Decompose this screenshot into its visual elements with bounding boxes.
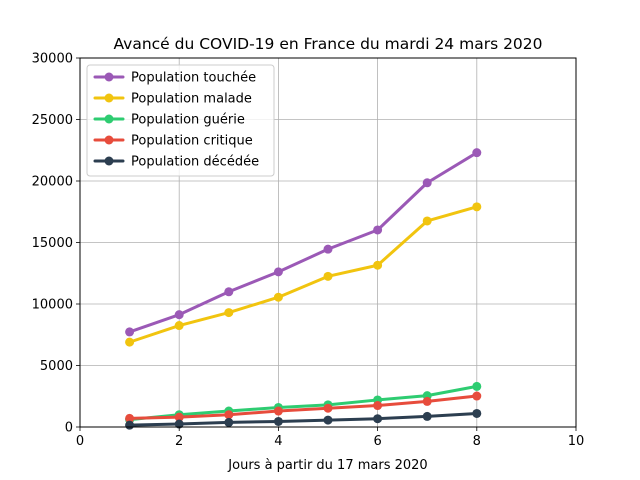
y-tick-label: 25000 <box>32 113 73 128</box>
series-layer <box>125 148 482 430</box>
data-point <box>224 287 234 297</box>
legend-item: Population guérie <box>93 113 245 128</box>
legend-swatch-marker <box>104 114 114 124</box>
y-tick-label: 5000 <box>40 359 73 374</box>
legend: Population touchée Population malade Popul… <box>86 64 275 177</box>
data-point <box>373 414 383 424</box>
x-axis-label: Jours à partir du 17 mars 2020 <box>227 458 427 473</box>
legend-item: Population touchée <box>93 71 256 86</box>
data-point <box>273 416 283 426</box>
data-point <box>174 310 184 320</box>
series-line <box>128 384 479 422</box>
data-point <box>472 381 482 391</box>
legend-item: Population malade <box>93 92 252 107</box>
data-point <box>323 271 333 281</box>
chart-title: Avancé du COVID-19 en France du mardi 24… <box>113 35 542 53</box>
y-tick-label: 0 <box>65 421 73 436</box>
data-point <box>125 420 135 430</box>
legend-swatch-marker <box>104 156 114 166</box>
y-tick-label: 20000 <box>32 175 73 190</box>
series-line <box>128 151 479 334</box>
legend-label: Population malade <box>131 92 252 107</box>
series-line <box>128 205 479 344</box>
data-point <box>174 321 184 331</box>
series-3 <box>125 391 482 423</box>
data-point <box>472 408 482 418</box>
data-point <box>422 178 432 188</box>
data-point <box>422 396 432 406</box>
data-point <box>373 260 383 270</box>
data-point <box>472 202 482 212</box>
legend-swatch-marker <box>104 135 114 145</box>
y-tick-label: 10000 <box>32 298 73 313</box>
axis-ticks: 0 2 4 6 8 10 0 5000 10000 15000 20000 25000 30000 <box>32 52 585 450</box>
legend-box <box>86 64 275 177</box>
legend-item: Population critique <box>93 134 253 149</box>
data-point <box>323 244 333 254</box>
data-point <box>125 413 135 423</box>
data-point <box>224 308 234 318</box>
series-1 <box>125 202 482 347</box>
data-point <box>323 403 333 413</box>
x-tick-label: 10 <box>568 434 585 449</box>
legend-label: Population touchée <box>131 71 256 86</box>
legend-label: Population décédée <box>131 155 259 170</box>
series-4 <box>125 408 482 430</box>
series-line <box>128 411 479 427</box>
x-tick-label: 2 <box>175 434 183 449</box>
legend-swatch-marker <box>104 72 114 82</box>
data-point <box>174 419 184 429</box>
data-point <box>323 415 333 425</box>
legend-item: Population décédée <box>93 155 259 170</box>
legend-swatch-marker <box>104 93 114 103</box>
data-point <box>422 411 432 421</box>
data-point <box>125 327 135 337</box>
grid <box>79 57 577 428</box>
data-point <box>273 267 283 277</box>
data-point <box>472 391 482 401</box>
y-tick-label: 15000 <box>32 236 73 251</box>
data-point <box>125 337 135 347</box>
legend-label: Population critique <box>131 134 253 149</box>
data-point <box>373 225 383 235</box>
x-tick-label: 4 <box>274 434 282 449</box>
x-tick-label: 0 <box>76 434 84 449</box>
data-point <box>422 216 432 226</box>
x-tick-label: 6 <box>373 434 381 449</box>
data-point <box>224 410 234 420</box>
data-point <box>224 417 234 427</box>
x-tick-label: 8 <box>473 434 481 449</box>
data-point <box>174 412 184 422</box>
legend-label: Population guérie <box>131 113 245 128</box>
series-0 <box>125 148 482 337</box>
data-point <box>273 292 283 302</box>
series-line <box>128 394 479 420</box>
data-point <box>273 406 283 416</box>
data-point <box>373 401 383 411</box>
y-tick-label: 30000 <box>32 52 73 67</box>
data-point <box>472 148 482 158</box>
